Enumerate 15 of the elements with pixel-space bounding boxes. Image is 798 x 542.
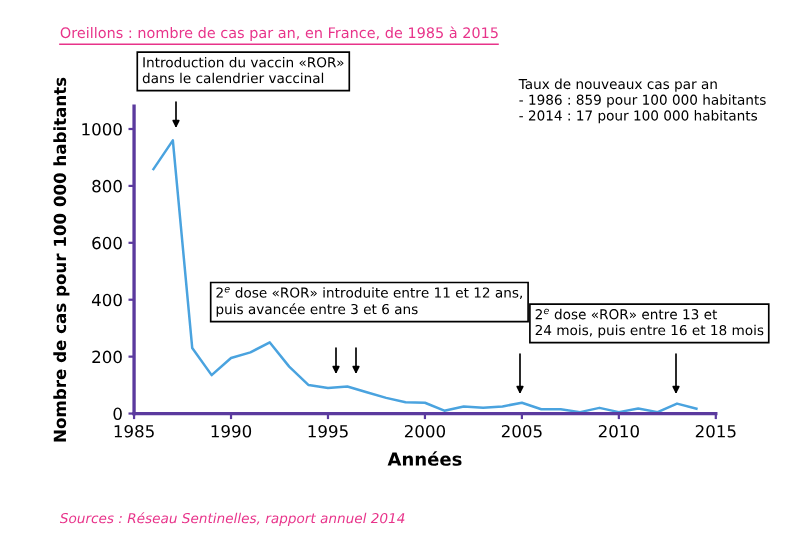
x-tick-label: 2010	[598, 424, 639, 438]
y-tick-label: 800	[92, 179, 122, 193]
y-tick-label: 0	[113, 407, 122, 421]
y-tick-label: 600	[92, 236, 122, 250]
x-tick-label: 1985	[114, 424, 154, 438]
x-tick-label: 2000	[404, 424, 446, 438]
x-tick-label: 2005	[501, 424, 542, 438]
x-tick-label: 2015	[695, 424, 736, 438]
y-axis-title: Nombre de cas pour 100 000 habitants	[53, 77, 70, 442]
x-tick-label: 1995	[308, 424, 348, 438]
y-tick-label: 200	[92, 350, 122, 364]
x-axis-title: Années	[387, 451, 462, 466]
y-tick-label: 1000	[82, 122, 122, 136]
y-tick-label: 400	[91, 293, 122, 307]
x-tick-label: 1990	[211, 424, 252, 438]
